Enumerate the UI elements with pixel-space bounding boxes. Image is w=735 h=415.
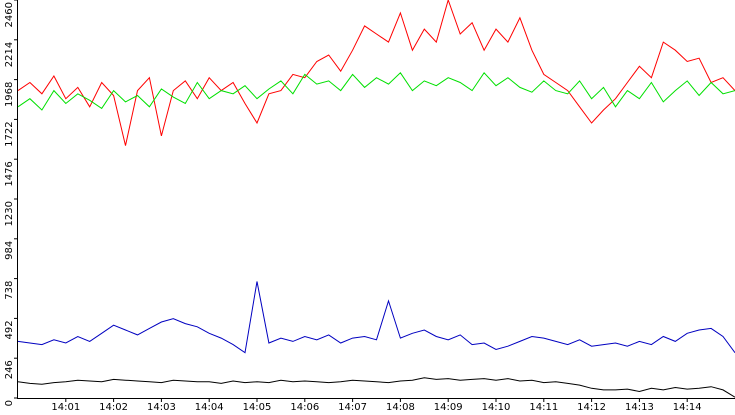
y-tick-label: 1476 [4,161,15,186]
series-line [17,281,735,354]
series-line [17,71,735,111]
y-tick-label: 738 [4,281,15,300]
x-tick-label: 14:01 [51,402,80,413]
x-tick-label: 14:05 [243,402,272,413]
y-tick-label: 492 [4,320,15,339]
y-tick-label: 1722 [4,121,15,146]
x-tick-label: 14:13 [625,402,654,413]
y-tick-label: 984 [4,241,15,260]
series-line [17,0,735,146]
x-tick-label: 14:06 [290,402,319,413]
series-line [17,377,735,398]
x-tick-label: 14:03 [147,402,176,413]
y-tick-label: 2214 [4,42,15,67]
x-tick-label: 14:10 [482,402,511,413]
x-tick-label: 14:14 [673,402,702,413]
y-tick-label: 246 [4,360,15,379]
y-tick-label: 0 [4,400,15,406]
x-tick-label: 14:04 [195,402,224,413]
y-tick-label: 1230 [4,201,15,226]
x-tick-label: 14:02 [99,402,128,413]
x-tick-label: 14:11 [529,402,558,413]
y-tick-label: 2460 [4,2,15,27]
x-tick-label: 14:12 [577,402,606,413]
x-tick-label: 14:09 [434,402,463,413]
x-tick-label: 14:07 [338,402,367,413]
x-tick-label: 14:08 [386,402,415,413]
y-tick-label: 1968 [4,82,15,107]
